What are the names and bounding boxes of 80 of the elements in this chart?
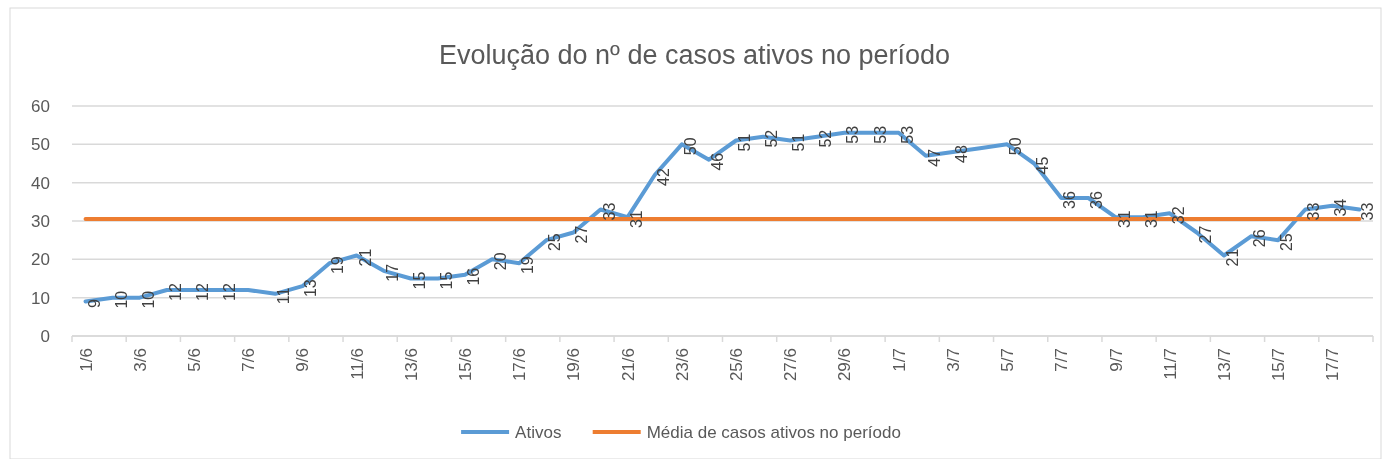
data-label: 19 — [519, 256, 537, 275]
x-tick-label: 29/6 — [835, 348, 855, 382]
legend-label: Ativos — [515, 422, 562, 442]
data-label: 42 — [654, 168, 672, 186]
data-label: 31 — [1142, 210, 1160, 229]
x-tick-label: 17/6 — [510, 348, 530, 382]
x-tick-label: 3/7 — [943, 348, 963, 372]
data-label: 12 — [193, 283, 211, 301]
x-tick-label: 17/7 — [1323, 348, 1343, 382]
data-label: 53 — [844, 125, 862, 144]
data-label: 21 — [1223, 248, 1241, 267]
data-label: 19 — [329, 256, 347, 275]
x-tick-label: 25/6 — [727, 348, 747, 382]
x-tick-label: 5/6 — [184, 348, 204, 372]
data-label: 25 — [1278, 233, 1296, 252]
x-tick-label: 7/7 — [1052, 348, 1072, 372]
x-tick-label: 5/7 — [998, 348, 1018, 372]
data-label: 13 — [302, 279, 320, 298]
y-tick-label: 10 — [31, 288, 50, 308]
x-tick-label: 7/6 — [239, 348, 259, 372]
data-label: 11 — [275, 287, 293, 305]
data-label: 15 — [437, 271, 455, 290]
data-label: 36 — [1088, 191, 1106, 209]
data-label: 50 — [1007, 137, 1025, 156]
data-label: 10 — [112, 290, 130, 309]
data-label: 31 — [627, 210, 645, 229]
y-tick-label: 30 — [31, 211, 50, 231]
y-tick-label: 40 — [31, 173, 50, 193]
x-tick-label: 11/7 — [1160, 348, 1180, 380]
data-label: 21 — [356, 248, 374, 267]
x-tick-label: 9/6 — [293, 348, 313, 372]
x-tick-label: 27/6 — [781, 348, 801, 382]
x-tick-label: 13/6 — [401, 348, 421, 382]
data-label: 10 — [139, 290, 157, 309]
y-tick-label: 0 — [40, 326, 50, 346]
data-label: 53 — [898, 125, 916, 144]
data-label: 52 — [763, 129, 781, 148]
data-label: 36 — [1061, 191, 1079, 209]
y-tick-label: 60 — [31, 96, 50, 116]
x-tick-label: 1/6 — [76, 348, 96, 372]
x-tick-label: 15/6 — [456, 348, 476, 382]
data-label: 51 — [736, 133, 754, 152]
data-label: 45 — [1034, 156, 1052, 175]
x-tick-label: 9/7 — [1106, 348, 1126, 372]
y-tick-label: 50 — [31, 135, 50, 155]
x-tick-label: 23/6 — [672, 348, 692, 382]
data-label: 9 — [85, 298, 103, 308]
data-label: 31 — [1115, 210, 1133, 229]
data-label: 47 — [925, 148, 943, 167]
legend-label: Média de casos ativos no período — [646, 422, 901, 442]
data-label: 52 — [817, 129, 835, 148]
data-label: 26 — [1251, 229, 1269, 248]
data-label: 48 — [952, 145, 970, 163]
data-label: 33 — [1305, 202, 1323, 221]
data-label: 12 — [166, 283, 184, 301]
x-tick-label: 15/7 — [1269, 348, 1289, 382]
data-label: 53 — [871, 125, 889, 144]
data-label: 16 — [465, 267, 483, 286]
y-tick-label: 20 — [31, 250, 50, 270]
data-label: 50 — [681, 137, 699, 156]
x-tick-label: 19/6 — [564, 348, 584, 382]
x-tick-label: 3/6 — [130, 348, 150, 372]
data-label: 34 — [1332, 198, 1350, 217]
data-label: 51 — [790, 133, 808, 152]
data-label: 33 — [600, 202, 618, 221]
data-label: 27 — [1196, 225, 1214, 244]
x-tick-label: 13/7 — [1214, 348, 1234, 382]
data-label: 32 — [1169, 206, 1187, 225]
data-label: 46 — [708, 152, 726, 171]
data-label: 15 — [410, 271, 428, 290]
x-tick-label: 11/6 — [347, 348, 367, 380]
data-label: 12 — [221, 283, 239, 301]
data-label: 17 — [383, 263, 401, 282]
data-label: 20 — [492, 252, 510, 271]
data-label: 33 — [1359, 202, 1377, 221]
chart-title: Evolução do nº de casos ativos no período — [438, 40, 951, 70]
x-tick-label: 21/6 — [618, 348, 638, 382]
data-label: 25 — [546, 233, 564, 252]
data-label: 27 — [573, 225, 591, 244]
x-tick-label: 1/7 — [889, 348, 909, 372]
